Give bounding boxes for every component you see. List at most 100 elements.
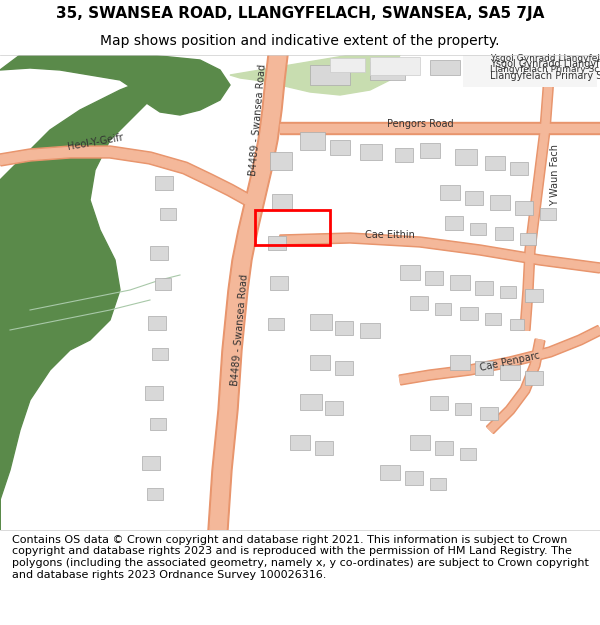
Bar [310, 65, 350, 85]
Bar [420, 143, 440, 158]
Polygon shape [280, 122, 600, 134]
Bar [430, 478, 446, 490]
Bar [270, 276, 288, 290]
Bar [310, 314, 332, 330]
Text: Ysgol Gynradd Llangyfelach/
Llangyfelach Primary School: Ysgol Gynradd Llangyfelach/ Llangyfelach… [490, 54, 600, 74]
Polygon shape [0, 148, 250, 204]
Bar [145, 386, 163, 400]
Text: Heol-Y-Geifr: Heol-Y-Geifr [66, 132, 124, 152]
Bar [500, 286, 516, 298]
Bar [475, 361, 493, 375]
Bar [155, 176, 173, 190]
Bar [360, 323, 380, 338]
Polygon shape [520, 55, 555, 331]
Text: 35, SWANSEA ROAD, LLANGYFELACH, SWANSEA, SA5 7JA: 35, SWANSEA ROAD, LLANGYFELACH, SWANSEA,… [56, 6, 544, 21]
Bar [410, 296, 428, 310]
Text: Contains OS data © Crown copyright and database right 2021. This information is : Contains OS data © Crown copyright and d… [12, 535, 589, 579]
Text: Cae Penparc: Cae Penparc [479, 351, 541, 373]
Bar [510, 319, 524, 330]
Bar [148, 316, 166, 330]
Bar [405, 471, 423, 485]
Bar [155, 278, 171, 290]
Polygon shape [230, 55, 400, 95]
Bar [147, 488, 163, 500]
Bar [268, 318, 284, 330]
Polygon shape [400, 327, 600, 384]
Bar [310, 355, 330, 370]
Polygon shape [280, 233, 600, 273]
Bar [335, 321, 353, 335]
Bar [370, 62, 405, 80]
Bar [480, 407, 498, 420]
Bar [460, 448, 476, 460]
Bar [515, 201, 533, 215]
Bar [450, 355, 470, 370]
Bar [485, 313, 501, 325]
Bar [520, 233, 536, 245]
Bar [380, 465, 400, 480]
Bar [430, 60, 460, 75]
Bar [150, 418, 166, 430]
Bar [300, 132, 325, 150]
Bar [525, 371, 543, 385]
Bar [325, 401, 343, 415]
Bar [485, 156, 505, 170]
Bar [525, 289, 543, 302]
Text: B4489 - Swansea Road: B4489 - Swansea Road [230, 274, 250, 386]
Bar [440, 185, 460, 200]
Bar [455, 149, 477, 165]
FancyBboxPatch shape [463, 48, 597, 87]
Bar [335, 361, 353, 375]
Polygon shape [280, 234, 600, 271]
Bar [455, 403, 471, 415]
Bar [290, 435, 310, 450]
Bar [470, 223, 486, 235]
Bar [270, 152, 292, 170]
Text: Y Waun Fach: Y Waun Fach [550, 144, 560, 206]
Polygon shape [0, 80, 155, 530]
Bar [395, 148, 413, 162]
Bar [435, 303, 451, 315]
Bar [490, 195, 510, 210]
Polygon shape [0, 146, 251, 205]
Polygon shape [521, 55, 553, 330]
Text: Ysgol Gynradd Llangyfelach/
Llangyfelach Primary School: Ysgol Gynradd Llangyfelach/ Llangyfelach… [490, 59, 600, 81]
Bar [272, 194, 292, 210]
Polygon shape [488, 339, 544, 432]
Polygon shape [487, 339, 545, 434]
Bar [315, 441, 333, 455]
Bar [330, 140, 350, 155]
Bar [450, 275, 470, 290]
Bar [445, 216, 463, 230]
Polygon shape [399, 326, 600, 385]
Polygon shape [210, 55, 286, 530]
Bar [150, 246, 168, 260]
Text: B4489 - Swansea Road: B4489 - Swansea Road [248, 64, 268, 176]
Bar [300, 394, 322, 410]
Bar [160, 208, 176, 220]
Bar [465, 191, 483, 205]
Bar [540, 208, 556, 220]
Bar [255, 210, 330, 245]
Bar [330, 58, 365, 72]
Bar [510, 162, 528, 175]
Polygon shape [208, 55, 288, 530]
Text: Cae Eithin: Cae Eithin [365, 230, 415, 240]
Bar [268, 236, 286, 250]
Polygon shape [0, 55, 230, 115]
Bar [460, 307, 478, 320]
Bar [400, 265, 420, 280]
Text: Pengors Road: Pengors Road [386, 119, 454, 129]
Bar [500, 365, 520, 380]
Bar [370, 57, 420, 75]
Bar [435, 441, 453, 455]
Bar [475, 281, 493, 295]
Bar [495, 227, 513, 240]
Bar [152, 348, 168, 360]
Polygon shape [280, 124, 600, 132]
Bar [142, 456, 160, 470]
Bar [480, 58, 505, 70]
Bar [360, 144, 382, 160]
Bar [410, 435, 430, 450]
Bar [425, 271, 443, 285]
